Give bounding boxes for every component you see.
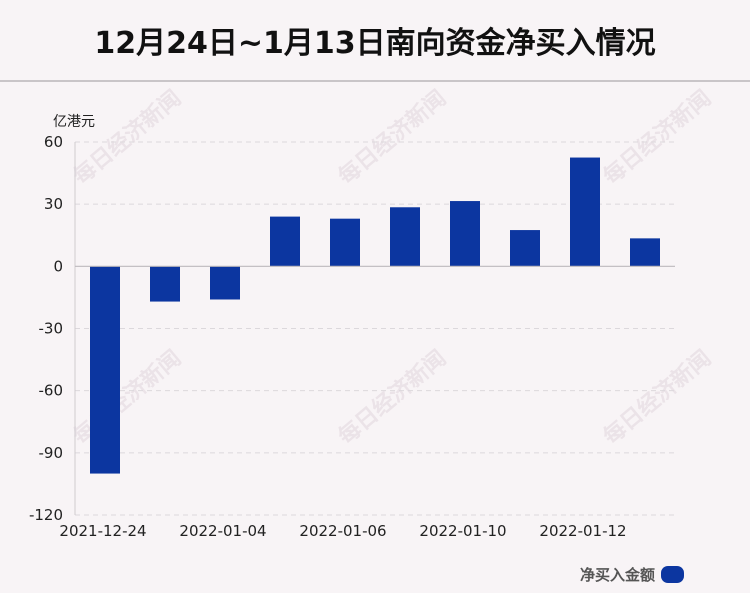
bar-2022-01-10 xyxy=(450,201,480,267)
bar-2022-01-04 xyxy=(210,266,240,300)
x-tick-label: 2022-01-04 xyxy=(179,522,266,540)
x-tick-label: 2021-12-24 xyxy=(59,522,146,540)
chart-title: 12月24日~1月13日南向资金净买入情况 xyxy=(94,26,656,61)
y-tick-label: 0 xyxy=(53,257,63,275)
bar-2022-01-13 xyxy=(630,238,660,267)
legend-swatch xyxy=(661,566,684,583)
legend: 净买入金额 xyxy=(580,564,684,585)
x-tick-label: 2022-01-06 xyxy=(299,522,386,540)
bar-2022-01-11 xyxy=(510,230,540,267)
y-tick-label: 30 xyxy=(44,195,63,213)
bar-2022-01-07 xyxy=(390,207,420,267)
y-tick-label: 60 xyxy=(44,133,63,151)
title-divider xyxy=(0,80,750,82)
legend-label: 净买入金额 xyxy=(579,566,655,584)
bar-2022-01-06 xyxy=(330,218,360,267)
x-tick-label: 2022-01-10 xyxy=(419,522,506,540)
axis-layer xyxy=(74,142,675,515)
bar-layer xyxy=(90,157,660,474)
y-tick-label: -60 xyxy=(39,382,64,400)
y-tick-label: -120 xyxy=(29,506,63,524)
x-tick-label: 2022-01-12 xyxy=(539,522,626,540)
y-axis-unit-label: 亿港元 xyxy=(53,114,95,130)
y-tick-label: -30 xyxy=(39,320,64,338)
bar-2021-12-27 xyxy=(150,266,180,302)
bar-2021-12-24 xyxy=(90,266,120,474)
bar-2022-01-05 xyxy=(270,216,300,267)
bar-2022-01-12 xyxy=(570,157,600,267)
y-tick-label: -90 xyxy=(39,444,64,462)
grid-layer xyxy=(75,141,675,516)
